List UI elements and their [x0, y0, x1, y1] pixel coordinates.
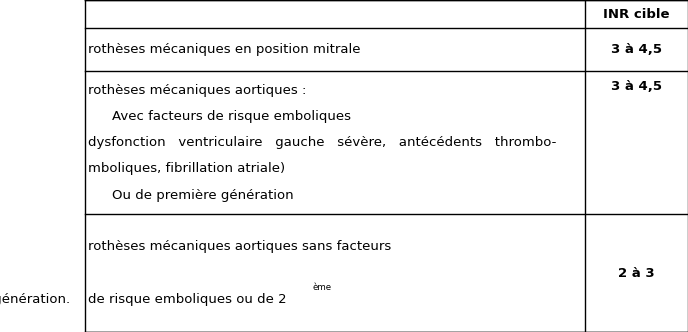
- Text: Avec facteurs de risque emboliques: Avec facteurs de risque emboliques: [112, 110, 351, 123]
- Text: génération.: génération.: [0, 293, 70, 306]
- Text: INR cible: INR cible: [603, 8, 670, 21]
- Text: 3 à 4,5: 3 à 4,5: [611, 80, 663, 93]
- Text: dysfonction   ventriculaire   gauche   sévère,   antécédents   thrombo-: dysfonction ventriculaire gauche sévère,…: [88, 136, 557, 149]
- Text: rothèses mécaniques aortiques :: rothèses mécaniques aortiques :: [88, 84, 306, 97]
- Text: 2 à 3: 2 à 3: [619, 267, 655, 280]
- Text: Ou de première génération: Ou de première génération: [112, 189, 294, 202]
- Text: ème: ème: [0, 331, 1, 332]
- Text: rothèses mécaniques en position mitrale: rothèses mécaniques en position mitrale: [88, 43, 361, 56]
- Text: rothèses mécaniques aortiques sans facteurs: rothèses mécaniques aortiques sans facte…: [88, 240, 391, 253]
- Text: 3 à 4,5: 3 à 4,5: [611, 43, 663, 56]
- Text: mboliques, fibrillation atriale): mboliques, fibrillation atriale): [88, 162, 285, 175]
- Text: de risque emboliques ou de 2: de risque emboliques ou de 2: [88, 293, 287, 306]
- Text: ème: ème: [312, 283, 332, 292]
